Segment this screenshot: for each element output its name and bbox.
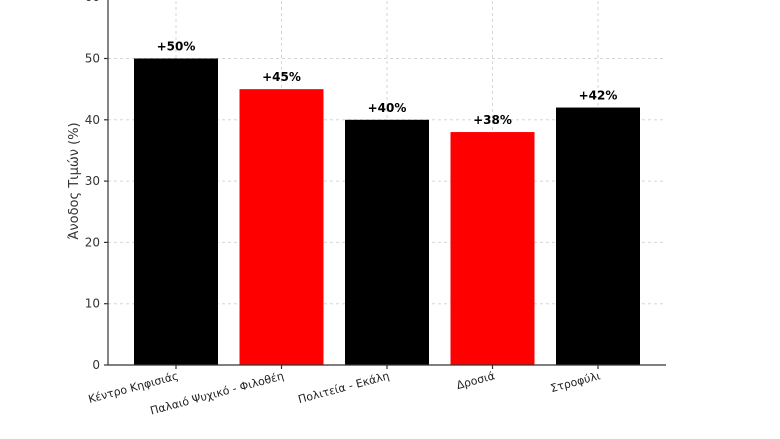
y-tick-label: 30: [85, 174, 100, 188]
y-tick-label: 40: [85, 113, 100, 127]
bar-value-label: +42%: [579, 89, 618, 103]
bar-value-label: +40%: [368, 101, 407, 115]
data-labels: +50% +45% +40% +38% +42%: [157, 40, 618, 128]
bars: [134, 58, 640, 366]
y-tick-label: 10: [85, 297, 100, 311]
bar: [134, 58, 218, 365]
bar: [556, 107, 640, 365]
bar-value-label: +50%: [157, 40, 196, 54]
y-tick-label: 20: [85, 235, 100, 249]
y-axis-ticks: 0 10 20 30 40 50 60: [85, 0, 108, 372]
x-category-label: Δροσιά: [455, 369, 496, 392]
y-tick-label: 50: [85, 52, 100, 66]
bar: [345, 119, 429, 365]
bar-value-label: +38%: [473, 113, 512, 127]
bar: [450, 132, 535, 365]
x-category-label: Πολιτεία - Εκάλη: [297, 369, 391, 406]
y-tick-label: 60: [85, 0, 100, 4]
bar: [239, 89, 324, 366]
y-tick-label: 0: [92, 358, 100, 372]
x-category-label: Στροφύλι: [549, 369, 602, 395]
y-axis-label: Άνοδος Τιμών (%): [67, 122, 82, 239]
bar-value-label: +45%: [262, 70, 301, 84]
